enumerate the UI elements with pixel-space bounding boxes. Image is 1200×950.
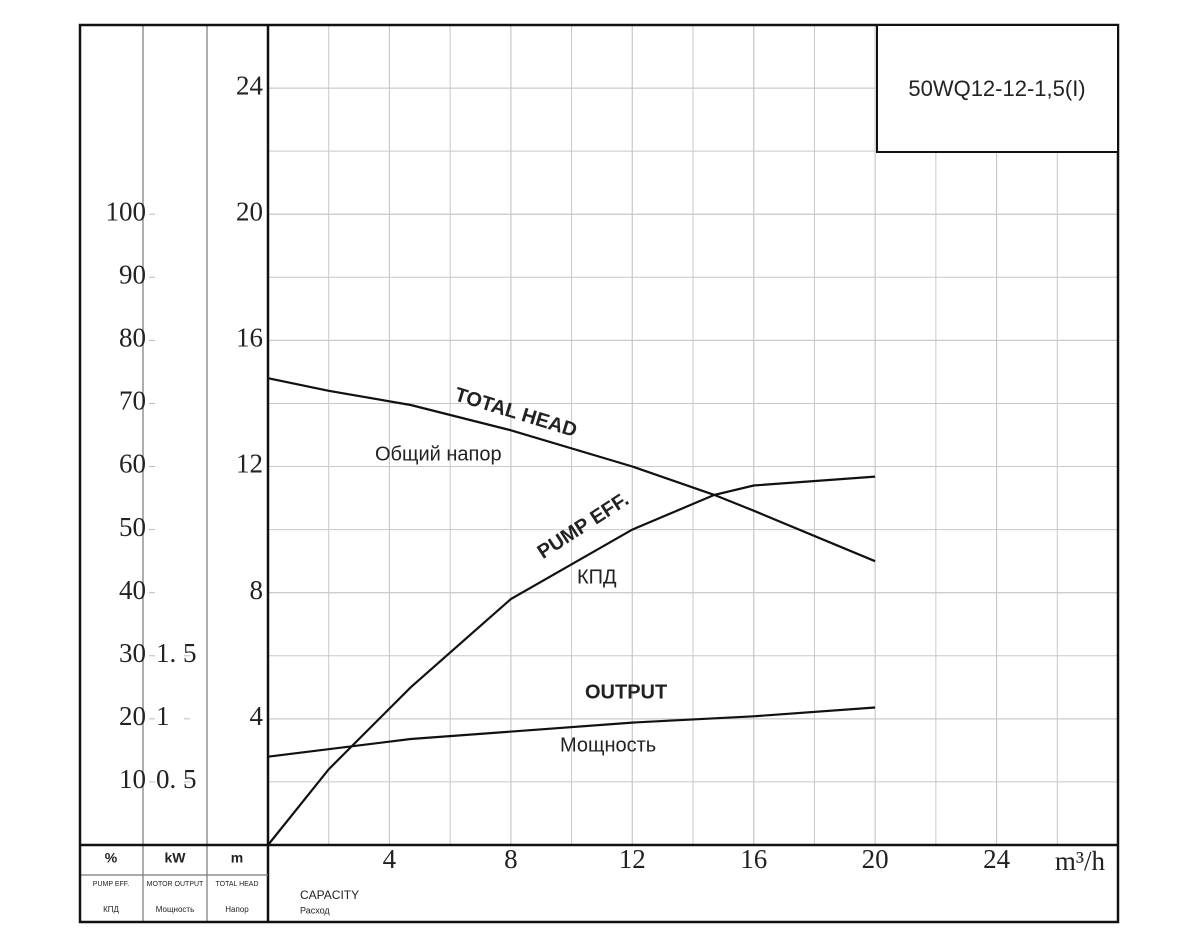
y-tick-label: 20 <box>236 196 263 226</box>
axis-note: Напор <box>225 905 249 914</box>
y-tick-label: 0. 5 <box>156 764 197 794</box>
y-tick-label: 24 <box>236 70 264 100</box>
x-unit: m³/h <box>1055 846 1106 876</box>
axis-note: КПД <box>103 905 119 914</box>
x-tick-label: 16 <box>740 844 767 874</box>
axis-unit: % <box>105 850 118 866</box>
x-tick-label: 8 <box>504 844 518 874</box>
curve-label: OUTPUT <box>585 681 667 703</box>
axis-note: TOTAL HEAD <box>215 881 258 888</box>
model-box <box>876 24 1119 153</box>
curve <box>267 706 876 758</box>
y-tick-label: 40 <box>119 575 146 605</box>
model-label: 50WQ12-12-1,5(I) <box>908 76 1085 101</box>
y-tick-label: 1. 5 <box>156 638 197 668</box>
x-axis-label: CAPACITY <box>300 888 359 902</box>
axis-note: PUMP EFF. <box>93 881 129 888</box>
axis-unit: m <box>231 850 243 866</box>
x-axis-label: Расход <box>300 905 330 915</box>
axis-unit: kW <box>165 850 187 866</box>
x-tick-label: 20 <box>862 844 889 874</box>
y-tick-label: 1 <box>156 701 170 731</box>
y-tick-label: 50 <box>119 512 146 542</box>
curve <box>267 377 876 563</box>
frame <box>78 23 1120 924</box>
grid <box>268 25 1118 845</box>
y-tick-label: 20 <box>119 701 146 731</box>
y-tick-label: 60 <box>119 449 146 479</box>
y-tick-label: 30 <box>119 638 146 668</box>
axis-note: MOTOR OUTPUT <box>147 881 204 888</box>
axis-note: Мощность <box>156 905 194 914</box>
y-tick-label: 10 <box>119 764 146 794</box>
y-tick-label: 12 <box>236 449 263 479</box>
y-tick-label: 100 <box>106 196 147 226</box>
curve <box>267 475 876 846</box>
curve-label: Мощность <box>560 734 656 756</box>
curve-label: TOTAL HEAD <box>452 384 580 442</box>
y-tick-label: 16 <box>236 323 263 353</box>
x-tick-label: 4 <box>383 844 397 874</box>
curve-label: Общий напор <box>375 443 502 465</box>
x-tick-label: 12 <box>619 844 646 874</box>
curve-label: PUMP EFF. <box>534 488 633 563</box>
y-tick-label: 4 <box>250 701 264 731</box>
y-tick-label: 70 <box>119 386 146 416</box>
y-tick-label: 8 <box>250 575 264 605</box>
y-tick-label: 90 <box>119 260 146 290</box>
x-tick-label: 24 <box>983 844 1011 874</box>
y-tick-label: 80 <box>119 323 146 353</box>
curve-label: КПД <box>577 566 617 588</box>
